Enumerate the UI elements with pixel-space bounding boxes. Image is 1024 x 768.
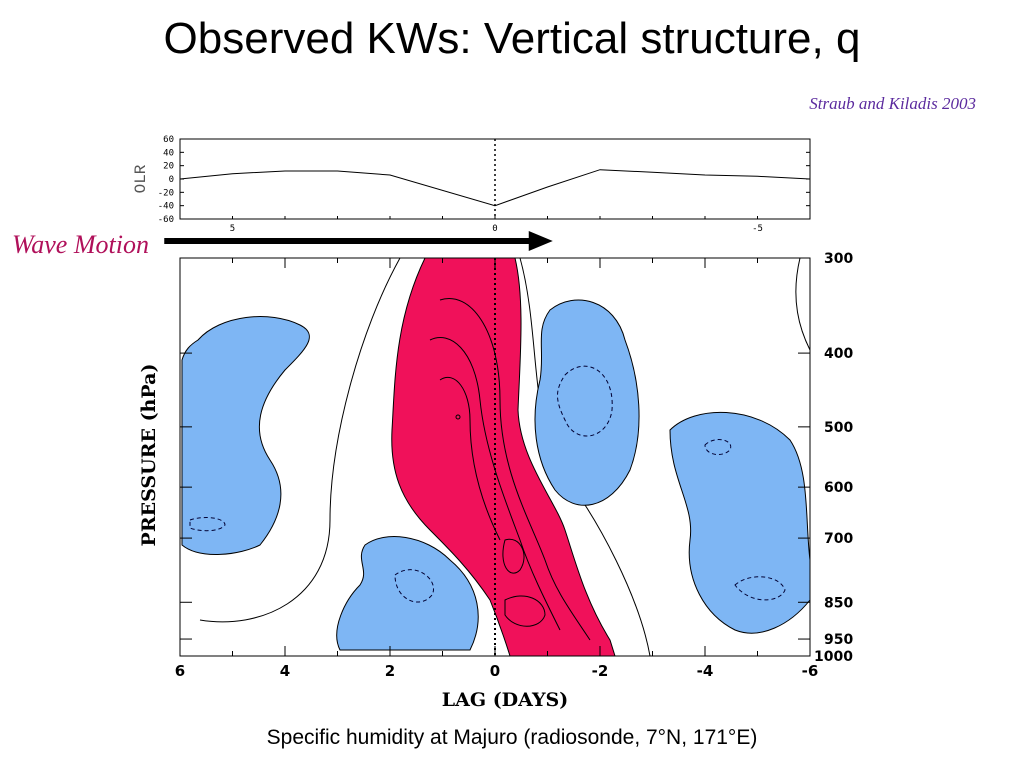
pressure-tick-label: 400 — [824, 346, 853, 362]
positive-anomaly-region — [391, 258, 616, 656]
olr-panel: 60 40 20 0 -20 -40 -60 5 0 -5 OLR — [132, 135, 811, 234]
lag-x-ticks: 6 4 2 0 -2 -4 -6 — [175, 258, 819, 680]
zero-contour — [199, 258, 401, 623]
lag-tick-label: 4 — [280, 662, 290, 680]
lag-tick-label: 6 — [175, 662, 185, 680]
olr-y-ticks: 60 40 20 0 -20 -40 -60 — [158, 135, 810, 225]
positive-contour — [439, 377, 501, 541]
olr-ylabel: OLR — [132, 164, 150, 193]
negative-contour — [734, 576, 786, 601]
negative-contour — [557, 365, 613, 437]
pressure-tick-label: 500 — [824, 420, 853, 436]
zero-contour — [795, 258, 810, 351]
lag-tick-label: 2 — [385, 662, 395, 680]
negative-contour — [704, 439, 732, 456]
wave-motion-label: Wave Motion — [12, 230, 149, 259]
pressure-tick-label: 300 — [824, 251, 853, 267]
pressure-axis-label: PRESSURE (hPa) — [138, 364, 160, 547]
olr-x-tick-label: -5 — [752, 224, 763, 234]
negative-contour — [394, 569, 434, 603]
olr-y-tick-label: 0 — [169, 175, 174, 185]
olr-y-tick-label: -60 — [158, 215, 174, 225]
negative-anomaly-region — [336, 536, 479, 651]
citation: Straub and Kiladis 2003 — [809, 94, 976, 113]
olr-y-tick-label: -20 — [158, 188, 174, 198]
lag-axis-label: LAG (DAYS) — [442, 689, 568, 711]
pressure-tick-label: 950 — [824, 632, 853, 648]
slide-title: Observed KWs: Vertical structure, q — [163, 14, 861, 63]
negative-contour — [189, 517, 226, 532]
figure-caption: Specific humidity at Majuro (radiosonde,… — [266, 726, 758, 749]
olr-x-tick-label: 5 — [230, 224, 235, 234]
negative-anomaly-region — [669, 411, 810, 634]
negative-anomaly-region — [181, 316, 310, 555]
wave-motion-arrowhead — [528, 231, 553, 251]
positive-contour — [504, 595, 546, 627]
lag-tick-label: -6 — [802, 662, 819, 680]
positive-contour — [439, 298, 591, 641]
olr-series-line — [179, 169, 811, 207]
lag-tick-label: -2 — [592, 662, 609, 680]
pressure-tick-label: 850 — [824, 595, 853, 611]
pressure-tick-label: 700 — [824, 531, 853, 547]
olr-y-tick-label: 60 — [163, 135, 174, 145]
negative-anomaly-region — [534, 299, 640, 506]
olr-x-tick-label: 0 — [492, 224, 497, 234]
pressure-tick-label: 1000 — [814, 649, 853, 665]
wave-motion-annotation: Wave Motion — [12, 230, 553, 259]
olr-y-tick-label: 40 — [163, 148, 174, 158]
olr-y-tick-label: 20 — [163, 162, 174, 172]
positive-core-marker — [455, 414, 461, 420]
pressure-tick-label: 600 — [824, 480, 853, 496]
positive-contour — [502, 538, 525, 574]
olr-x-ticks: 5 0 -5 — [179, 216, 811, 234]
lag-tick-label: -4 — [697, 662, 714, 680]
olr-y-tick-label: -40 — [158, 202, 174, 212]
lag-tick-label: 0 — [490, 662, 500, 680]
